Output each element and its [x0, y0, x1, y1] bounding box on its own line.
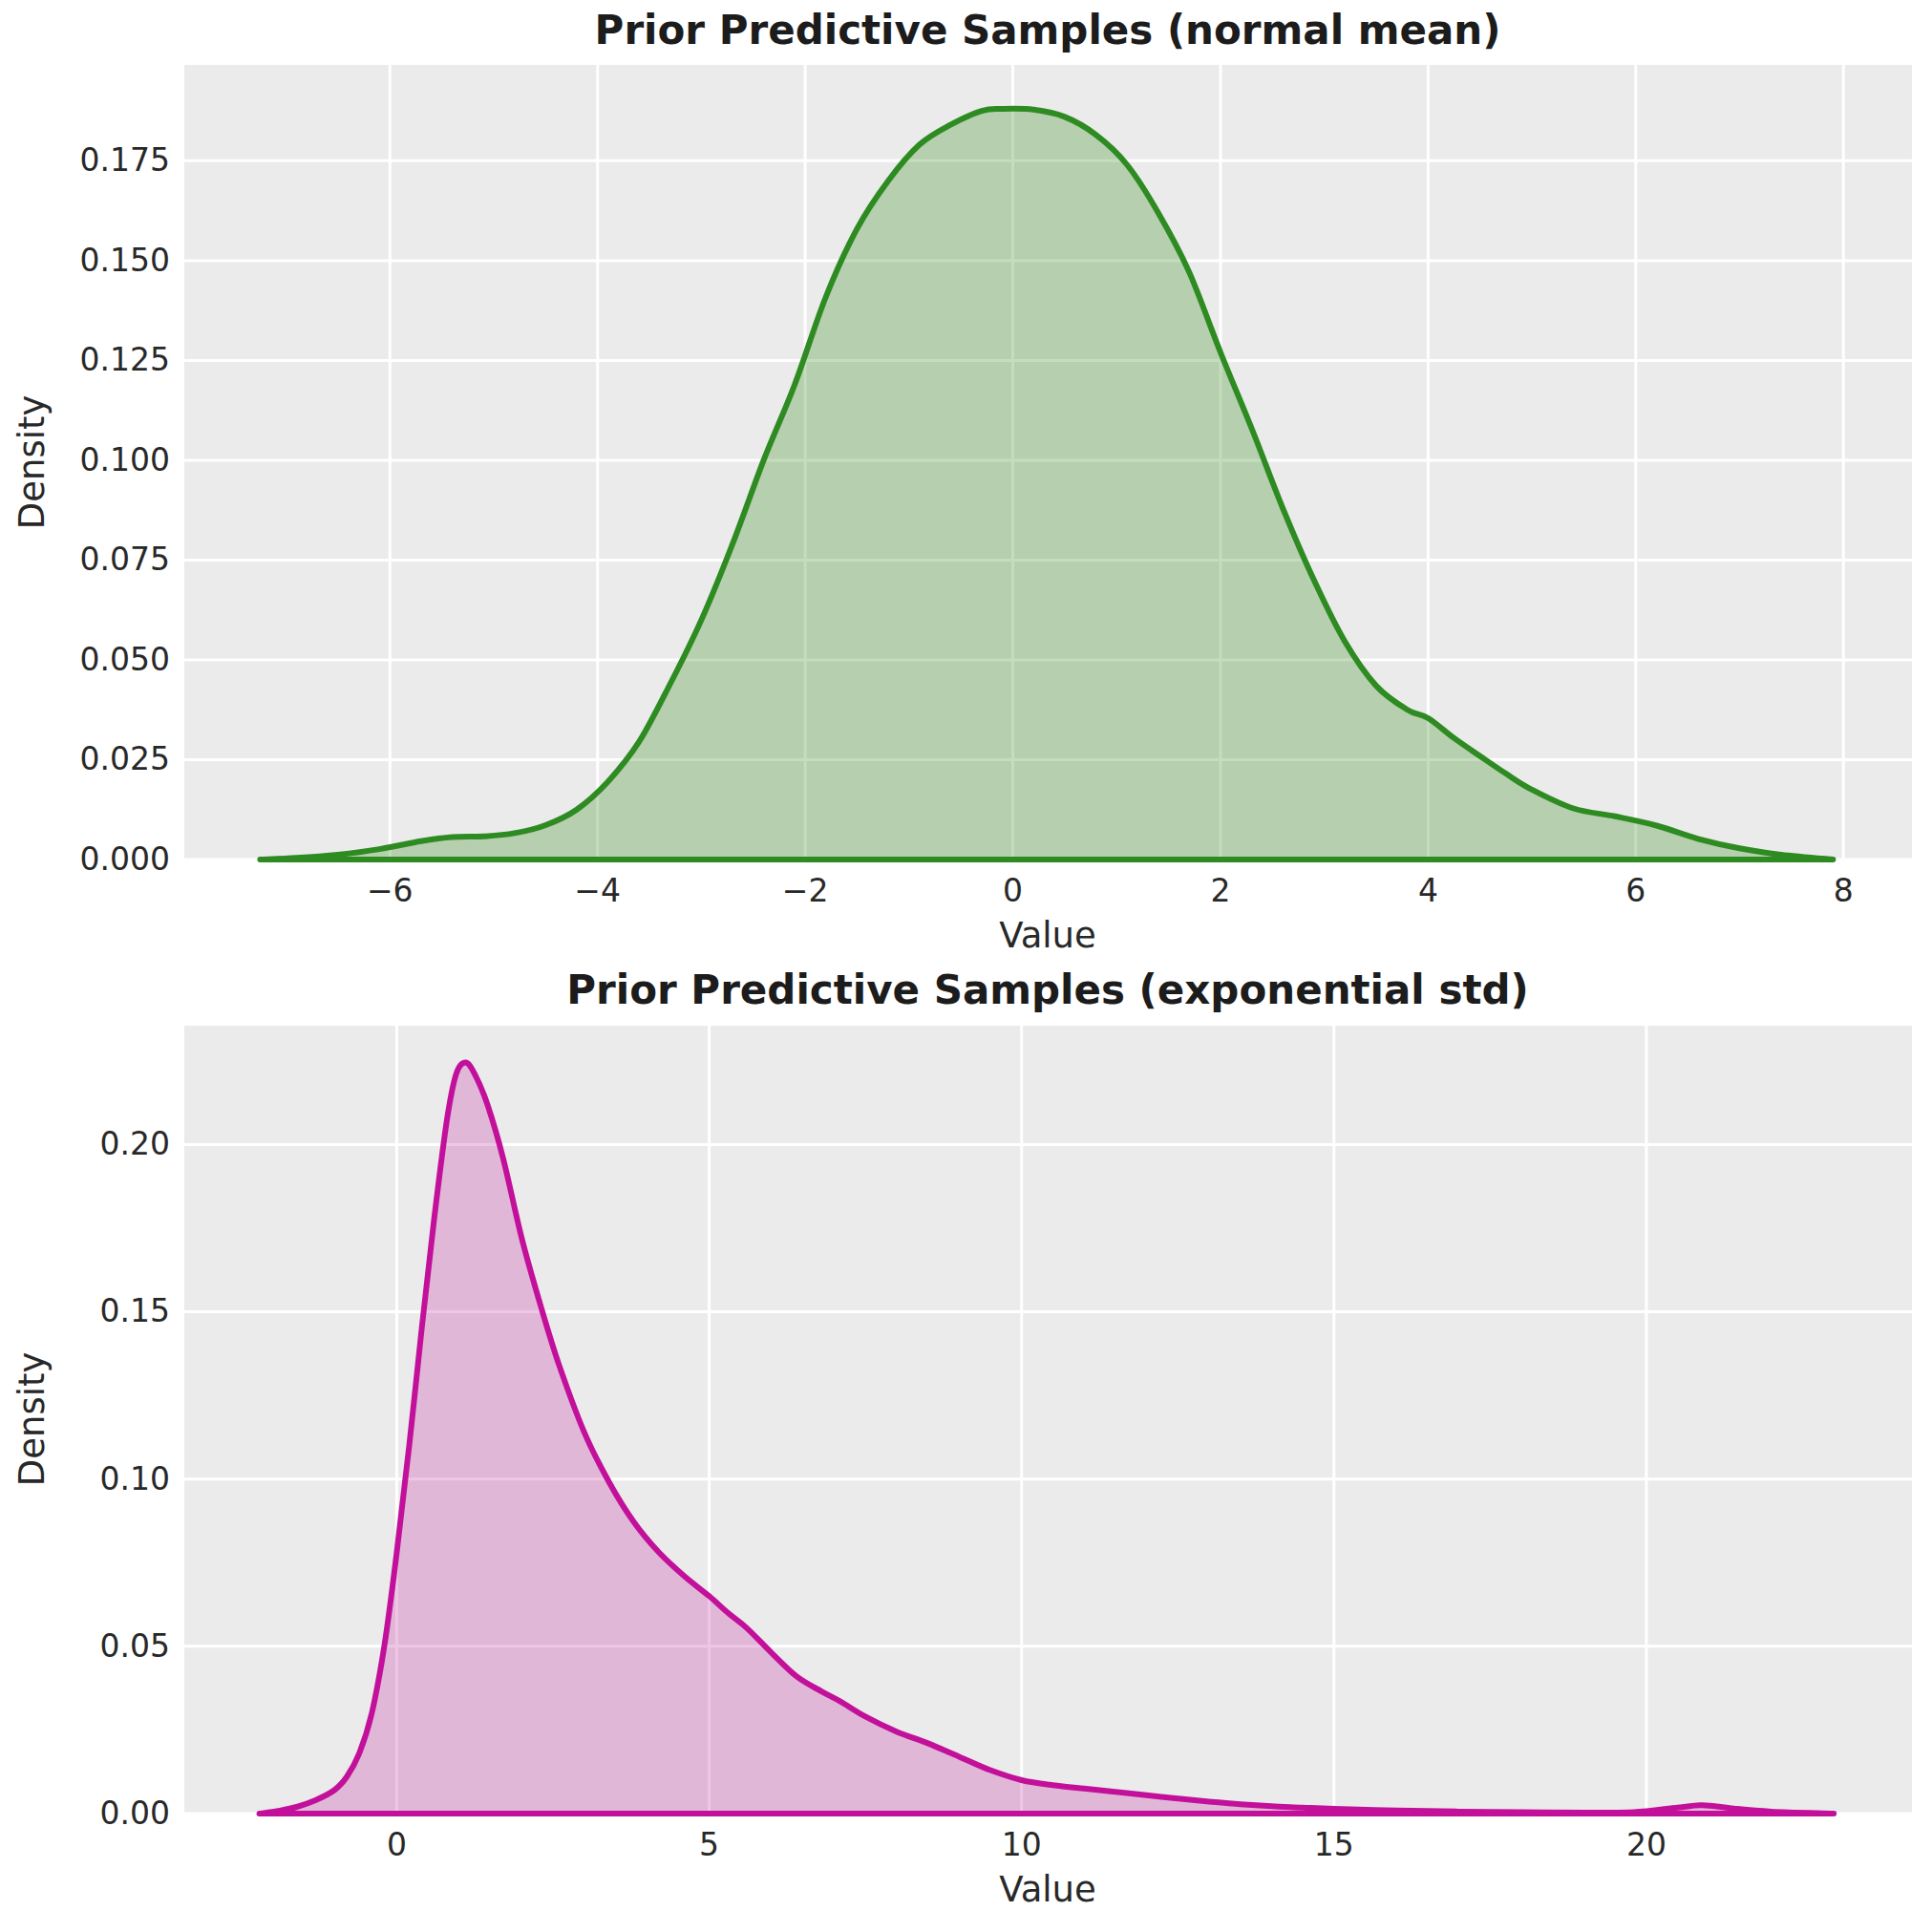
y-tick-label: 0.125	[80, 341, 170, 378]
y-tick-label: 0.025	[80, 740, 170, 777]
y-tick-label: 0.20	[100, 1125, 170, 1162]
x-tick-label: −2	[782, 872, 829, 909]
x-tick-label: 8	[1834, 872, 1854, 909]
y-tick-label: 0.150	[80, 242, 170, 279]
y-tick-label: 0.05	[100, 1627, 170, 1665]
y-axis-label: Density	[11, 1352, 53, 1487]
x-tick-label: 2	[1211, 872, 1231, 909]
x-tick-label: 20	[1626, 1826, 1667, 1863]
plot-title: Prior Predictive Samples (exponential st…	[566, 966, 1528, 1013]
y-tick-label: 0.075	[80, 541, 170, 578]
y-tick-label: 0.100	[80, 441, 170, 478]
y-tick-label: 0.175	[80, 141, 170, 179]
y-tick-label: 0.00	[100, 1794, 170, 1832]
x-tick-label: 10	[1002, 1826, 1042, 1863]
x-tick-label: 15	[1314, 1826, 1354, 1863]
axes-bottom: 0 5 10 15 20 0.00 0.05 0.10 0.15 0.20 Prior Pred…	[11, 966, 1912, 1910]
y-axis-label: Density	[11, 395, 53, 530]
x-axis-label: Value	[999, 915, 1096, 956]
x-tick-label: 4	[1418, 872, 1438, 909]
y-tick-label: 0.10	[100, 1460, 170, 1497]
x-tick-label: −4	[574, 872, 621, 909]
y-tick-label: 0.050	[80, 641, 170, 678]
y-tick-label: 0.000	[80, 840, 170, 878]
x-axis-label: Value	[999, 1869, 1096, 1910]
y-tick-label: 0.15	[100, 1292, 170, 1329]
figure: −6−4−202468 0.0000.0250.0500.0750.1000.1…	[0, 0, 1932, 1932]
x-tick-label: 0	[1003, 872, 1023, 909]
x-tick-label: −6	[367, 872, 414, 909]
plot-title: Prior Predictive Samples (normal mean)	[595, 7, 1501, 53]
x-tick-label: 6	[1625, 872, 1645, 909]
x-tick-label: 5	[699, 1826, 719, 1863]
axes-top: −6 −4 −2 0 2 4 6 8 0.000 0.025 0.050 0.075 0.100 0.1…	[11, 7, 1912, 956]
x-tick-label: 0	[387, 1826, 407, 1863]
